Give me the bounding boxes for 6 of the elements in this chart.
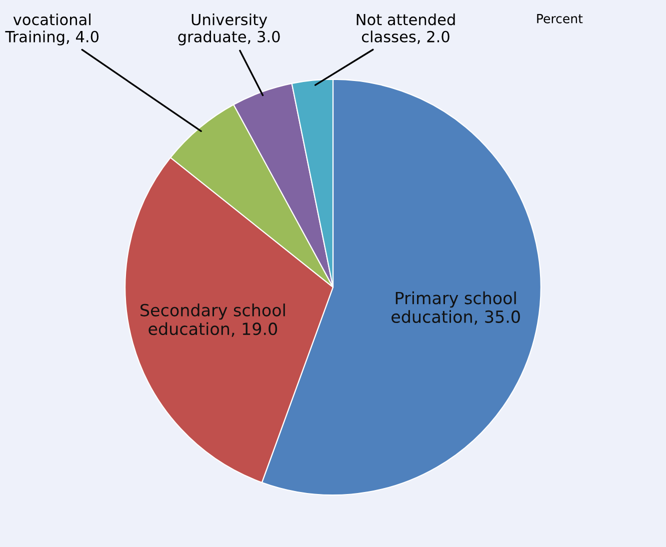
slice-label: Primary school education, 35.0 xyxy=(392,291,520,325)
slice-label: Not attended classes, 2.0 xyxy=(356,13,455,44)
slice-label: vocational Training, 4.0 xyxy=(5,13,99,46)
chart-title: Percent xyxy=(537,14,583,24)
slice-label: University graduate, 3.0 xyxy=(178,13,280,46)
slice-label: Secondary school education, 19.0 xyxy=(140,304,285,337)
